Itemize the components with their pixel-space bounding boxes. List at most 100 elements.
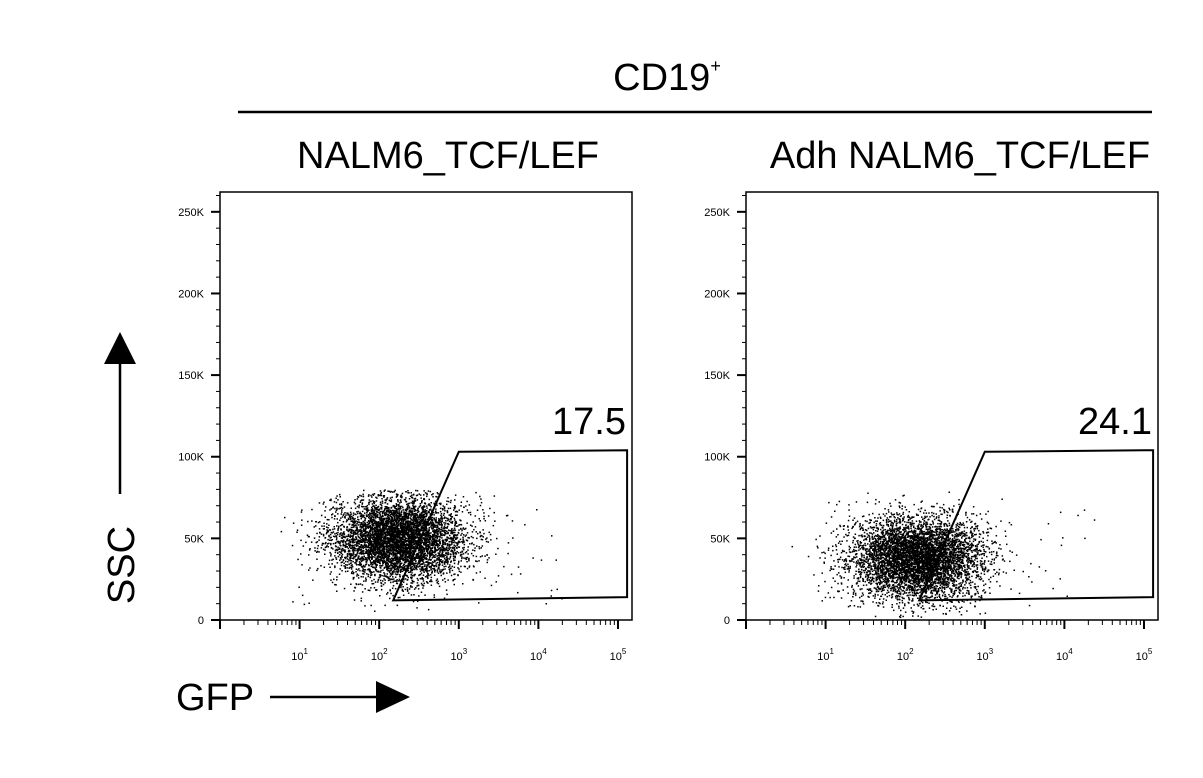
- event-dot: [394, 489, 396, 492]
- event-dot: [439, 569, 441, 571]
- event-dot: [323, 522, 325, 524]
- event-dot: [439, 551, 441, 553]
- event-dot: [427, 574, 429, 576]
- event-dot: [447, 566, 450, 568]
- event-dot: [334, 535, 336, 538]
- event-dot: [374, 506, 376, 508]
- event-dot: [357, 510, 359, 513]
- header-superscript: +: [710, 56, 721, 76]
- event-dot: [415, 494, 418, 497]
- event-dot: [377, 532, 380, 534]
- event-dot: [449, 571, 451, 574]
- event-dot: [348, 518, 350, 520]
- event-dot: [436, 555, 438, 557]
- event-dot: [370, 500, 372, 503]
- event-dot: [357, 512, 359, 515]
- event-dot: [398, 520, 401, 522]
- event-dot: [371, 574, 373, 576]
- event-dot: [424, 540, 426, 542]
- event-dot: [436, 542, 438, 545]
- event-dot: [392, 518, 394, 520]
- event-dot: [405, 540, 408, 543]
- event-dot: [344, 570, 347, 573]
- event-dot: [388, 559, 390, 562]
- event-dot: [440, 548, 442, 551]
- event-dot: [330, 553, 332, 555]
- event-dot: [394, 537, 396, 540]
- event-dot: [404, 548, 407, 551]
- event-dot: [396, 515, 398, 517]
- event-dot: [409, 495, 412, 498]
- event-dot: [458, 524, 460, 526]
- event-dot: [344, 542, 347, 544]
- event-dot: [330, 555, 332, 557]
- event-dot: [423, 550, 426, 552]
- event-dot: [423, 557, 426, 559]
- event-dot: [452, 539, 454, 541]
- event-dot: [449, 555, 452, 558]
- event-dot: [407, 531, 410, 534]
- event-dot: [368, 494, 370, 496]
- event-dot: [369, 553, 372, 555]
- event-dot: [364, 506, 366, 508]
- event-dot: [356, 551, 359, 554]
- event-dot: [419, 549, 421, 552]
- event-dot: [332, 531, 335, 533]
- event-dot: [336, 590, 338, 592]
- event-dot: [388, 520, 390, 522]
- event-dot: [400, 540, 402, 542]
- event-dot: [427, 548, 429, 551]
- event-dot: [475, 491, 477, 494]
- event-dot: [377, 570, 379, 573]
- event-dot: [371, 503, 374, 505]
- event-dot: [402, 533, 404, 536]
- event-dot: [433, 594, 435, 596]
- event-dot: [410, 535, 413, 537]
- event-dot: [316, 558, 318, 560]
- event-dot: [349, 518, 352, 521]
- event-dot: [429, 490, 432, 493]
- event-dot: [433, 502, 435, 505]
- y-tick-label: 200K: [178, 288, 204, 300]
- event-dot: [348, 540, 351, 542]
- event-dot: [387, 567, 389, 569]
- event-dots: [280, 489, 563, 612]
- event-dot: [450, 521, 452, 524]
- event-dot: [309, 567, 311, 569]
- event-dot: [414, 540, 417, 542]
- event-dot: [343, 540, 345, 542]
- event-dot: [399, 548, 402, 550]
- event-dot: [364, 552, 367, 554]
- event-dot: [473, 549, 476, 552]
- event-dot: [453, 536, 456, 539]
- event-dot: [389, 526, 392, 528]
- event-dot: [428, 529, 430, 532]
- event-dot: [421, 566, 424, 568]
- event-dot: [365, 558, 367, 561]
- event-dot: [427, 541, 430, 543]
- event-dot: [450, 540, 452, 543]
- event-dot: [378, 570, 380, 573]
- event-dot: [447, 517, 449, 520]
- event-dot: [442, 579, 444, 581]
- event-dot: [413, 566, 415, 568]
- event-dot: [408, 550, 410, 552]
- event-dot: [385, 560, 387, 563]
- event-dot: [400, 511, 403, 514]
- event-dot: [484, 520, 487, 522]
- event-dot: [446, 536, 449, 538]
- event-dot: [375, 532, 377, 534]
- event-dot: [371, 543, 374, 546]
- event-dot: [407, 516, 409, 518]
- event-dot: [387, 541, 389, 543]
- event-dot: [380, 521, 382, 524]
- event-dot: [453, 540, 456, 542]
- event-dot: [413, 543, 416, 545]
- event-dot: [374, 527, 377, 529]
- event-dot: [360, 534, 362, 537]
- event-dot: [421, 511, 423, 514]
- event-dot: [372, 548, 375, 551]
- event-dot: [425, 532, 428, 535]
- event-dot: [451, 516, 454, 518]
- event-dot: [419, 524, 422, 526]
